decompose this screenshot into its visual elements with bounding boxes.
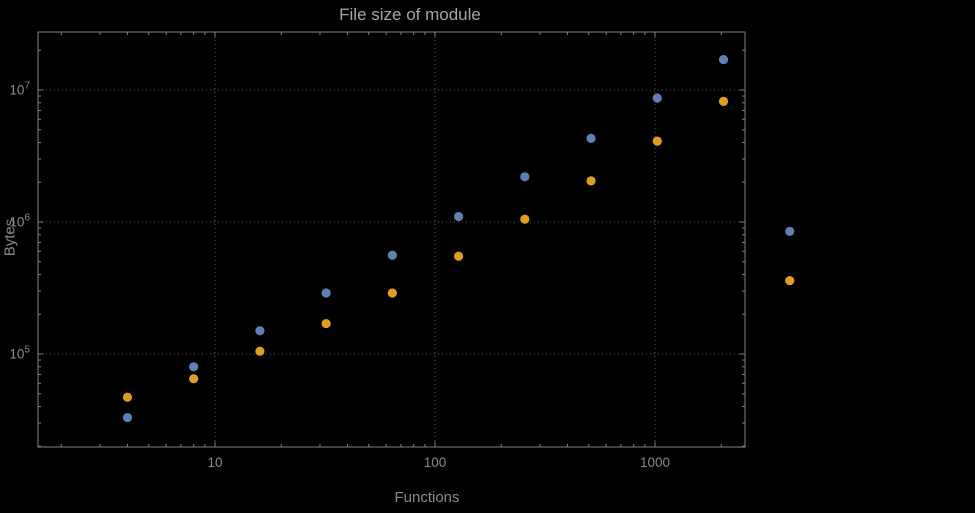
data-point-orange [520, 214, 530, 224]
data-point-orange [255, 346, 265, 356]
x-axis-label: Functions [394, 489, 460, 506]
data-point-blue [453, 211, 464, 222]
y-tick-label: 105 [9, 345, 30, 362]
data-point-orange [718, 96, 729, 106]
y-tick-label: 106 [9, 213, 30, 230]
plot-frame [37, 31, 746, 448]
data-point-orange [652, 136, 662, 146]
data-point-blue [122, 412, 133, 423]
data-point-orange [453, 251, 464, 261]
x-tick-label: 1000 [640, 455, 670, 470]
data-point-blue [321, 288, 331, 298]
data-point-orange [586, 176, 596, 186]
x-tick-label: 10 [207, 455, 222, 470]
data-point-orange [387, 288, 397, 298]
x-tick-label: 100 [424, 455, 447, 470]
data-point-blue [586, 133, 596, 143]
data-point-orange [122, 392, 133, 402]
data-point-orange [321, 318, 331, 329]
chart-title: File size of module [339, 5, 481, 24]
data-point-blue [785, 226, 795, 236]
y-tick-label: 107 [9, 81, 30, 98]
data-point-blue [255, 326, 265, 336]
data-point-blue [520, 172, 530, 182]
data-point-blue [387, 250, 397, 260]
data-point-blue [718, 54, 729, 65]
data-point-blue [189, 362, 199, 372]
data-point-blue [652, 93, 662, 103]
data-point-orange [189, 374, 199, 384]
data-point-orange [785, 275, 795, 286]
